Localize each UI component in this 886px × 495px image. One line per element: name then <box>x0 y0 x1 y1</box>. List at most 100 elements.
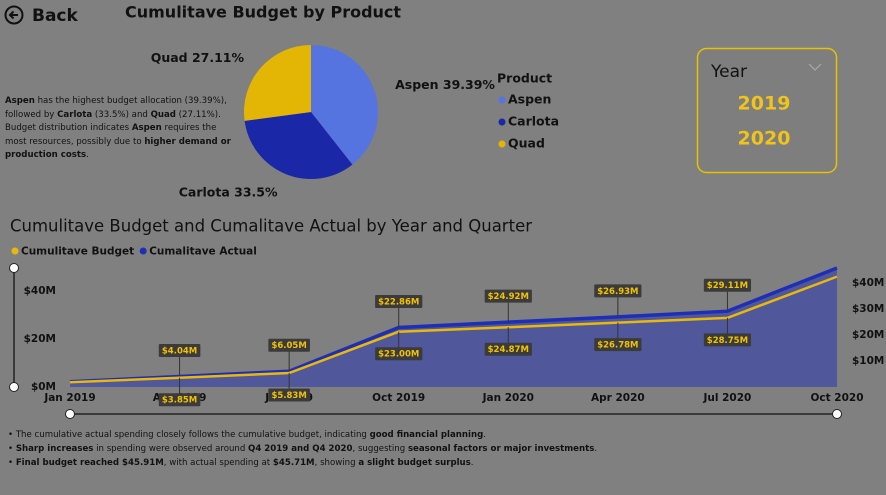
series-line <box>69 275 838 384</box>
series-line <box>69 266 838 384</box>
text-run: The cumulative actual spending closely f… <box>15 430 370 440</box>
y-tick-label: $40M <box>24 285 56 297</box>
slider-handle[interactable] <box>832 409 842 419</box>
label-box <box>484 342 532 356</box>
y-tick-label: $10M <box>852 355 884 367</box>
slicer-box <box>696 47 838 174</box>
text-run: a slight budget surplus <box>358 458 471 468</box>
paragraph: The cumulative actual spending closely f… <box>8 428 868 442</box>
text-run: requires the most resources, possibly du… <box>5 123 217 147</box>
text-run: , with actual spending at <box>163 458 273 468</box>
text-run: higher demand or production costs <box>5 136 231 161</box>
data-label: $4.04M <box>162 346 197 356</box>
x-tick-label: Jan 2020 <box>482 392 534 404</box>
text-run: (33.5%) and <box>92 109 151 120</box>
legend-marker <box>498 96 506 104</box>
slicer-item[interactable]: 2019 <box>738 93 791 115</box>
legend-title: Product <box>497 71 552 86</box>
text-run: Q4 2019 and Q4 2020 <box>248 444 353 454</box>
data-label: $24.87M <box>488 345 529 355</box>
pie-title: Cumulitave Budget by Product <box>125 3 401 22</box>
text-run: $45.71M <box>272 458 315 468</box>
slider-handle[interactable] <box>65 409 75 419</box>
data-label: $3.85M <box>162 396 197 406</box>
legend-marker <box>11 247 19 255</box>
text-run: (27.11%). <box>175 109 221 120</box>
data-label: $6.05M <box>271 341 306 351</box>
label-box <box>158 343 201 357</box>
label-box <box>375 347 423 361</box>
text-run: Aspen <box>5 96 35 106</box>
slider-handle[interactable] <box>9 382 19 392</box>
label-box <box>268 388 310 402</box>
paragraph: Sharp increases in spending were observe… <box>8 442 868 456</box>
y-tick-label: $40M <box>852 277 884 289</box>
label-box <box>158 393 201 407</box>
x-tick-label: Jan 2019 <box>43 392 95 404</box>
text-run: seasonal factors or major investments <box>407 444 595 454</box>
data-label: $22.86M <box>378 297 419 307</box>
slicer-chevron[interactable] <box>808 63 822 71</box>
legend-marker <box>139 247 147 255</box>
label-box <box>703 278 752 292</box>
data-label: $26.78M <box>597 341 638 351</box>
data-label: $29.11M <box>707 281 748 291</box>
text-run: has the highest budget allocation (39.39… <box>5 96 227 120</box>
text-run: Final budget reached $45.91M <box>15 458 164 468</box>
legend-label: Carlota <box>508 114 559 129</box>
data-label: $26.93M <box>597 287 638 297</box>
paragraph: Aspen has the highest budget allocation … <box>5 95 233 122</box>
text-run: Aspen <box>131 123 162 133</box>
back-button[interactable]: Back <box>4 5 79 26</box>
slider-handle[interactable] <box>9 263 19 273</box>
x-tick-label: Apr 2020 <box>591 392 645 404</box>
back-label[interactable]: Back <box>32 6 79 26</box>
y-tick-label: $20M <box>852 329 884 341</box>
text-run: Carlota <box>57 109 93 120</box>
pie-slice <box>244 45 311 121</box>
text-run: . <box>86 150 89 160</box>
text-run: , suggesting <box>352 444 408 454</box>
data-label: $28.75M <box>707 336 748 346</box>
data-label: $5.83M <box>271 391 306 401</box>
notes: The cumulative actual spending closely f… <box>8 428 868 470</box>
text-run: Quad <box>150 109 176 120</box>
back-arrow <box>8 10 18 20</box>
x-tick-label: Oct 2020 <box>810 392 863 404</box>
text-run: , showing <box>314 458 359 468</box>
legend-label: Cumulitave Budget <box>21 246 134 258</box>
label-box <box>375 294 423 308</box>
legend-label: Cumalitave Actual <box>149 246 257 258</box>
paragraph: Final budget reached $45.91M, with actua… <box>8 456 868 470</box>
text-run: . <box>470 458 474 468</box>
text-run: Budget distribution indicates <box>5 123 132 133</box>
y-tick-label: $20M <box>24 333 56 345</box>
x-tick-label: Oct 2019 <box>372 392 425 404</box>
text-run: in spending were observed around <box>93 444 249 454</box>
data-label: $23.00M <box>378 350 419 360</box>
legend-marker <box>498 118 506 126</box>
legend-marker <box>498 140 506 148</box>
pie-description: Aspen has the highest budget allocation … <box>5 95 233 163</box>
paragraph: Budget distribution indicates Aspen requ… <box>5 122 233 163</box>
text-run: Sharp increases <box>15 444 94 454</box>
y-tick-label: $30M <box>852 303 884 315</box>
area <box>70 267 837 387</box>
pie-slice <box>311 45 378 165</box>
label-box <box>484 289 532 303</box>
pie-label: Aspen 39.39% <box>395 77 495 92</box>
text-run: . <box>483 430 486 440</box>
text-run: . <box>594 444 598 454</box>
x-tick-label: Jul 2020 <box>702 392 751 404</box>
pie-slice <box>244 112 353 179</box>
back-icon <box>4 5 24 25</box>
slicer-title: Year <box>710 62 747 82</box>
legend-label: Aspen <box>508 92 551 107</box>
pie-label: Quad 27.11% <box>151 50 245 65</box>
label-box <box>594 284 642 298</box>
legend-label: Quad <box>508 136 545 151</box>
data-label: $24.92M <box>488 292 529 302</box>
slicer-item[interactable]: 2020 <box>738 128 791 150</box>
